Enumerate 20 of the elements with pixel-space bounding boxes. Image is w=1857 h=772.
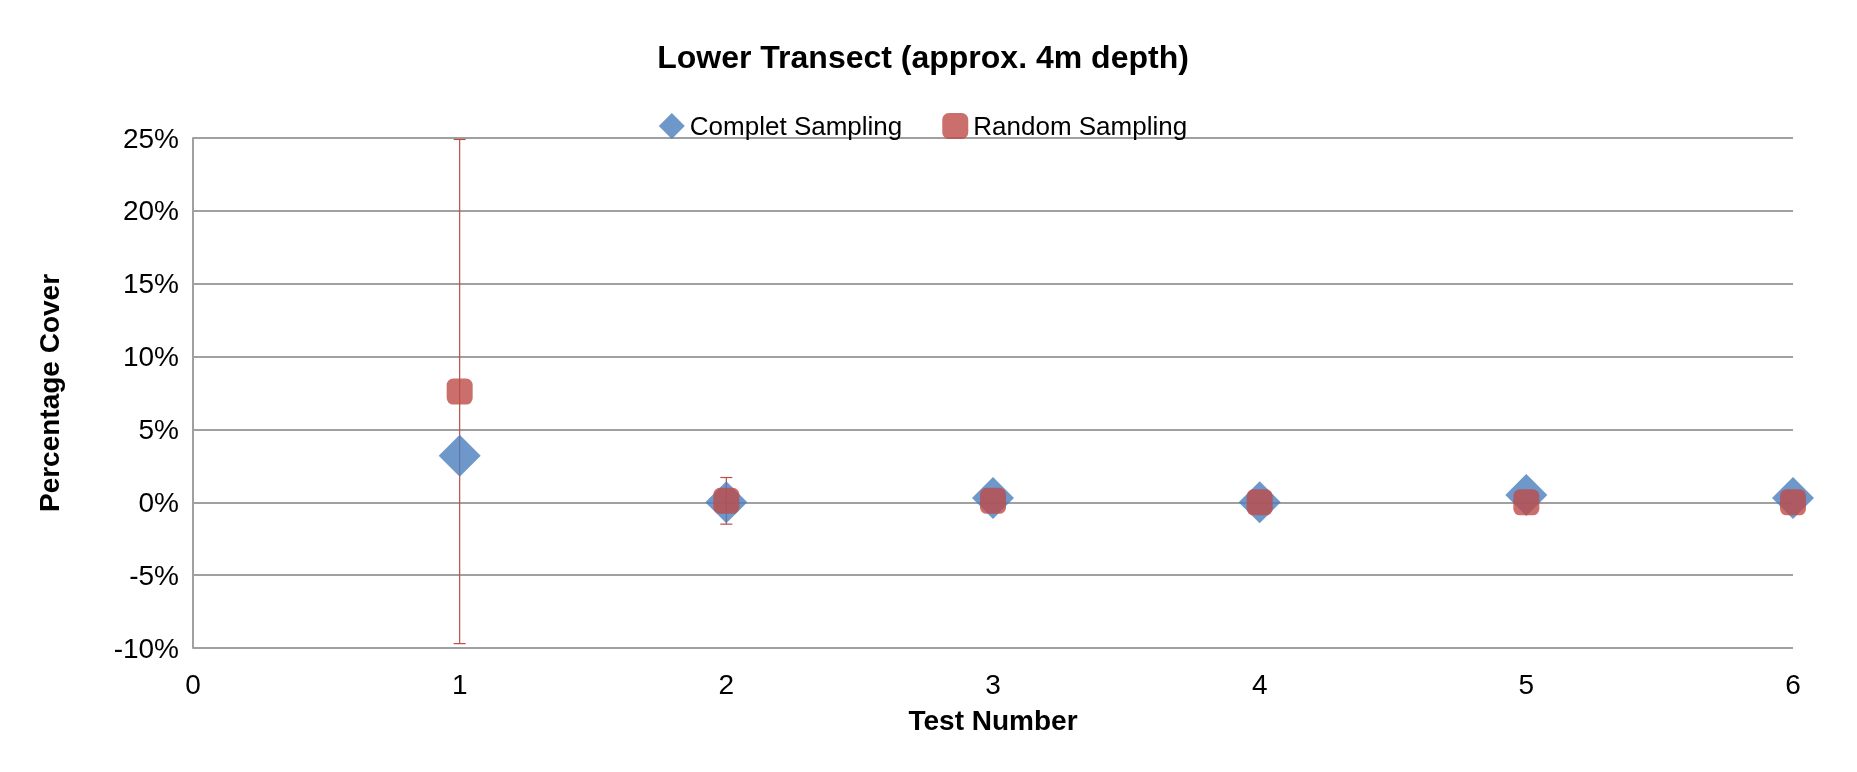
x-axis-title: Test Number xyxy=(908,704,1078,736)
y-tick-label: 5% xyxy=(138,413,179,445)
y-tick-label: 10% xyxy=(122,341,179,373)
y-tick-label: 15% xyxy=(122,268,179,300)
legend-label: Complet Sampling xyxy=(689,111,903,141)
chart-title: Lower Transect (approx. 4m depth) xyxy=(657,39,1189,75)
x-tick-label: 6 xyxy=(1785,668,1801,700)
legend-label: Random Sampling xyxy=(973,111,1188,141)
x-tick-label: 1 xyxy=(451,668,468,700)
y-axis-title: Percentage Cover xyxy=(33,273,65,513)
y-tick-label: 20% xyxy=(122,195,179,227)
y-tick-label: -5% xyxy=(129,559,179,591)
x-tick-label: 0 xyxy=(185,668,201,700)
y-tick-label: 25% xyxy=(122,122,179,154)
y-tick-label: -10% xyxy=(113,632,179,664)
x-tick-label: 2 xyxy=(718,668,735,700)
x-tick-label: 3 xyxy=(985,668,1001,700)
x-tick-label: 4 xyxy=(1251,668,1268,700)
y-tick-label: 0% xyxy=(138,486,179,518)
x-tick-label: 5 xyxy=(1518,668,1535,700)
